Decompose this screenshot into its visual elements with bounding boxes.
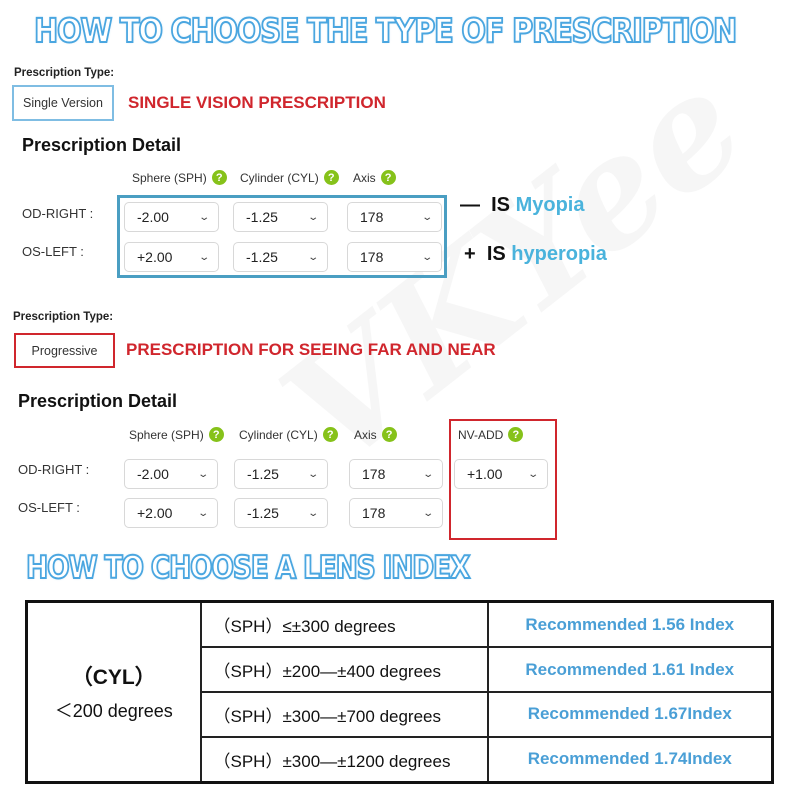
prescription-type-single-vision[interactable]: Single Version bbox=[12, 85, 114, 121]
sph-range-cell: （SPH）±300—±700 degrees bbox=[199, 690, 489, 738]
sph-range-cell: （SPH）±300—±1200 degrees bbox=[199, 735, 489, 784]
question-icon[interactable]: ? bbox=[211, 170, 227, 185]
od-sphere-select[interactable]: -2.00 ⌄ bbox=[124, 202, 219, 232]
column-sphere: Sphere (SPH) ? bbox=[132, 170, 227, 185]
od-cylinder-select[interactable]: -1.25 ⌄ bbox=[234, 459, 328, 489]
question-icon[interactable]: ? bbox=[508, 427, 524, 442]
chevron-down-icon: ⌄ bbox=[421, 507, 434, 519]
chevron-down-icon: ⌄ bbox=[420, 251, 433, 263]
hyperopia-note: + IS hyperopia bbox=[464, 243, 607, 265]
values-highlight-frame bbox=[117, 195, 447, 278]
chevron-down-icon: ⌄ bbox=[306, 251, 319, 263]
question-icon[interactable]: ? bbox=[322, 427, 338, 442]
os-cylinder-select[interactable]: -1.25 ⌄ bbox=[233, 242, 328, 272]
chevron-down-icon: ⌄ bbox=[420, 211, 433, 223]
chevron-down-icon: ⌄ bbox=[196, 507, 209, 519]
sph-range-cell: （SPH）±200—±400 degrees bbox=[199, 646, 489, 693]
od-sphere-select[interactable]: -2.00 ⌄ bbox=[124, 459, 218, 489]
prescription-type-progressive[interactable]: Progressive bbox=[14, 333, 115, 368]
row-label-os-left: OS-LEFT : bbox=[22, 244, 84, 259]
os-cylinder-select[interactable]: -1.25 ⌄ bbox=[234, 498, 328, 528]
os-sphere-select[interactable]: +2.00 ⌄ bbox=[124, 242, 219, 272]
chevron-down-icon: ⌄ bbox=[421, 468, 434, 480]
column-cylinder: Cylinder (CYL) ? bbox=[239, 427, 338, 442]
column-axis: Axis ? bbox=[354, 427, 397, 442]
chevron-down-icon: ⌄ bbox=[306, 468, 319, 480]
prescription-detail-title: Prescription Detail bbox=[18, 391, 178, 411]
single-vision-description: SINGLE VISION PRESCRIPTION bbox=[128, 93, 386, 112]
od-axis-select[interactable]: 178 ⌄ bbox=[347, 202, 442, 232]
chevron-down-icon: ⌄ bbox=[306, 211, 319, 223]
table-row: （SPH）±200—±400 degrees Recommended 1.61 … bbox=[27, 646, 774, 693]
os-sphere-select[interactable]: +2.00 ⌄ bbox=[124, 498, 218, 528]
recommendation-cell: Recommended 1.67Index bbox=[486, 690, 774, 738]
chevron-down-icon: ⌄ bbox=[197, 251, 210, 263]
question-icon[interactable]: ? bbox=[381, 427, 397, 442]
od-cylinder-select[interactable]: -1.25 ⌄ bbox=[233, 202, 328, 232]
chevron-down-icon: ⌄ bbox=[526, 468, 539, 480]
recommendation-cell: Recommended 1.61 Index bbox=[486, 646, 774, 693]
row-label-od-right: OD-RIGHT : bbox=[18, 462, 90, 477]
lens-index-table: （CYL） ＜200 degrees （SPH）≤±300 degrees Re… bbox=[25, 600, 774, 784]
prescription-type-label: Prescription Type: bbox=[14, 67, 115, 79]
table-row: （SPH）±300—±700 degrees Recommended 1.67I… bbox=[27, 690, 774, 738]
od-nv-add-select[interactable]: +1.00 ⌄ bbox=[454, 459, 548, 489]
question-icon[interactable]: ? bbox=[380, 170, 396, 185]
os-axis-select[interactable]: 178 ⌄ bbox=[347, 242, 442, 272]
column-nv-add: NV-ADD ? bbox=[458, 427, 524, 442]
table-row: （SPH）±300—±1200 degrees Recommended 1.74… bbox=[27, 735, 774, 784]
section-title-lens-index: HOW TO CHOOSE A LENS INDEX bbox=[25, 549, 471, 587]
od-axis-select[interactable]: 178 ⌄ bbox=[349, 459, 443, 489]
prescription-detail-title: Prescription Detail bbox=[22, 135, 182, 155]
prescription-type-label: Prescription Type: bbox=[13, 311, 114, 323]
column-axis: Axis ? bbox=[353, 170, 396, 185]
column-cylinder: Cylinder (CYL) ? bbox=[240, 170, 339, 185]
sph-range-cell: （SPH）≤±300 degrees bbox=[199, 600, 489, 649]
chevron-down-icon: ⌄ bbox=[197, 211, 210, 223]
question-icon[interactable]: ? bbox=[323, 170, 339, 185]
os-axis-select[interactable]: 178 ⌄ bbox=[349, 498, 443, 528]
section-title-prescription-type: HOW TO CHOOSE THE TYPE OF PRESCRIPTION bbox=[33, 10, 738, 51]
table-row: （CYL） ＜200 degrees （SPH）≤±300 degrees Re… bbox=[25, 600, 774, 784]
row-label-os-left: OS-LEFT : bbox=[18, 500, 80, 515]
recommendation-cell: Recommended 1.74Index bbox=[486, 735, 774, 784]
cyl-condition-cell: （CYL） ＜200 degrees bbox=[25, 600, 202, 784]
recommendation-cell: Recommended 1.56 Index bbox=[486, 600, 774, 649]
myopia-note: — IS Myopia bbox=[460, 194, 585, 216]
chevron-down-icon: ⌄ bbox=[196, 468, 209, 480]
column-sphere: Sphere (SPH) ? bbox=[129, 427, 224, 442]
nv-add-highlight-frame bbox=[449, 419, 557, 540]
chevron-down-icon: ⌄ bbox=[306, 507, 319, 519]
row-label-od-right: OD-RIGHT : bbox=[22, 206, 94, 221]
progressive-description: PRESCRIPTION FOR SEEING FAR AND NEAR bbox=[126, 340, 496, 359]
question-icon[interactable]: ? bbox=[208, 427, 224, 442]
